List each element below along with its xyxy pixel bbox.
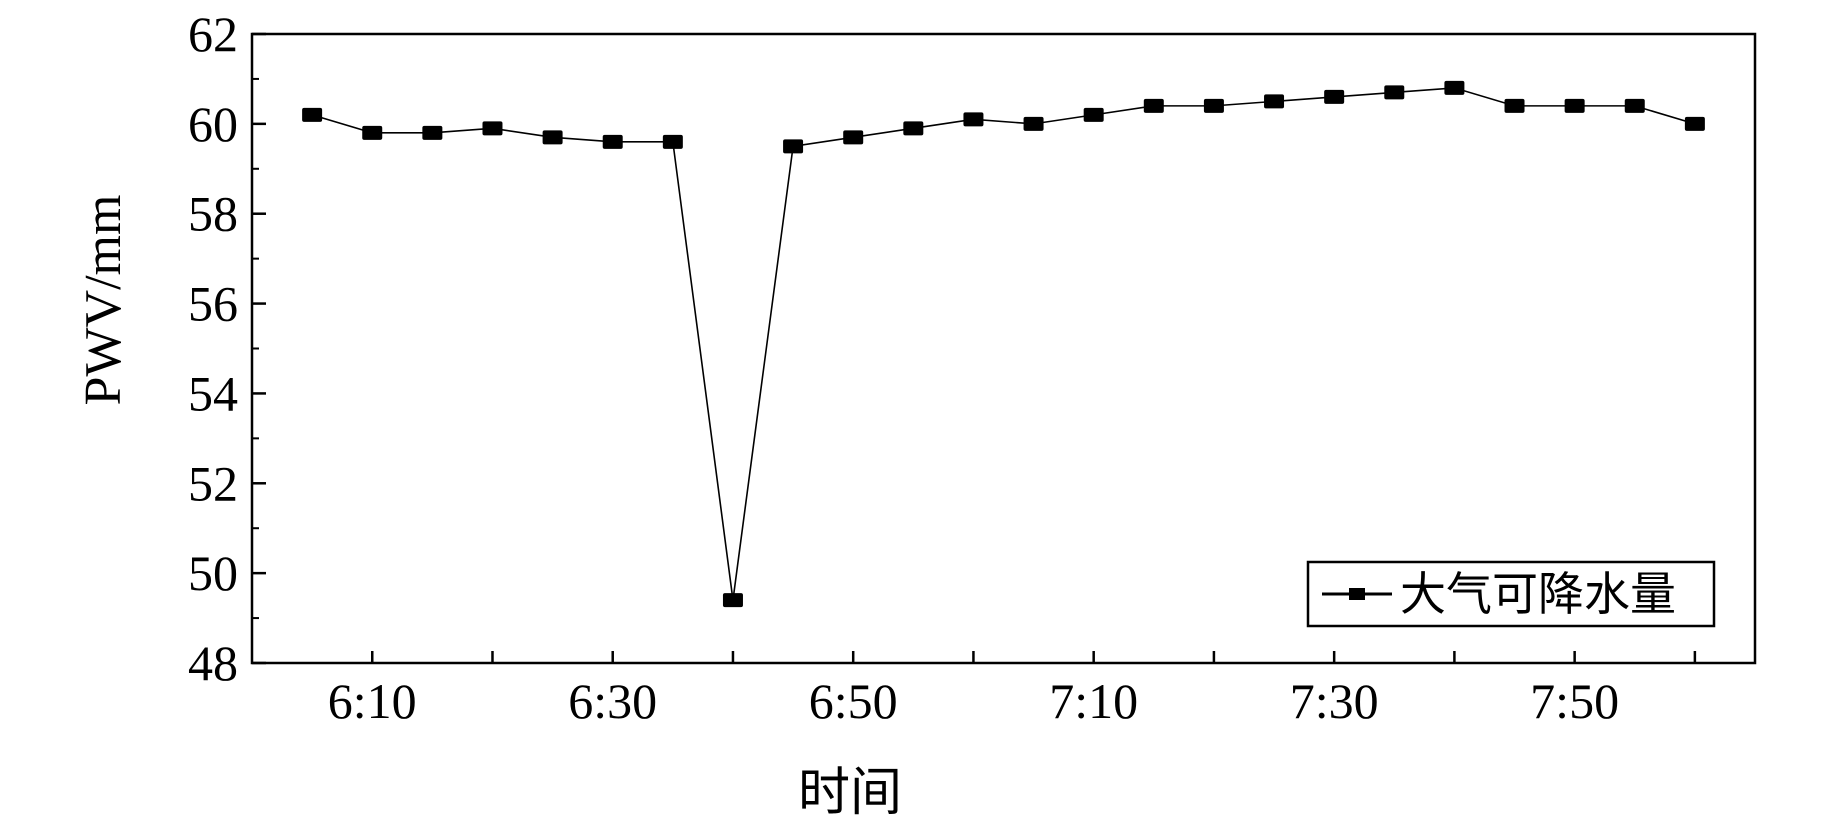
y-tick-label: 58 — [188, 186, 238, 242]
series-group — [302, 80, 1705, 608]
data-point — [963, 112, 984, 127]
y-tick-label: 52 — [188, 455, 238, 511]
data-point — [1564, 98, 1585, 113]
legend-label: 大气可降水量 — [1400, 569, 1676, 620]
data-point — [1264, 94, 1285, 109]
data-point — [843, 130, 864, 145]
y-tick-label: 56 — [188, 276, 238, 332]
y-tick-label: 48 — [188, 635, 238, 691]
data-point — [1444, 80, 1465, 95]
data-point — [482, 121, 503, 136]
data-point — [602, 134, 623, 149]
data-point — [722, 593, 743, 608]
data-point — [1324, 89, 1345, 104]
data-point — [903, 121, 924, 136]
data-point — [1684, 116, 1705, 131]
data-point — [422, 125, 443, 140]
data-point — [1203, 98, 1224, 113]
data-point — [542, 130, 563, 145]
y-axis-label: PWV/mm — [75, 195, 132, 406]
data-point — [1504, 98, 1525, 113]
y-tick-label: 54 — [188, 365, 238, 421]
x-tick-label: 7:50 — [1530, 673, 1619, 729]
data-point — [1624, 98, 1645, 113]
x-tick-label: 7:30 — [1290, 673, 1379, 729]
data-point — [1143, 98, 1164, 113]
y-tick-label: 60 — [188, 96, 238, 152]
x-tick-label: 6:10 — [328, 673, 417, 729]
data-point — [1384, 85, 1405, 100]
x-axis-label: 时间 — [798, 765, 902, 822]
x-tick-label: 6:30 — [568, 673, 657, 729]
data-point — [783, 139, 804, 154]
legend: 大气可降水量 — [1306, 560, 1716, 628]
x-tick-label: 6:50 — [809, 673, 898, 729]
data-point — [302, 107, 323, 122]
x-tick-label: 7:10 — [1049, 673, 1138, 729]
series-line — [311, 87, 1696, 601]
legend-marker — [1349, 588, 1365, 600]
y-tick-label: 50 — [188, 545, 238, 601]
data-point — [362, 125, 383, 140]
data-point — [1083, 107, 1104, 122]
data-point — [662, 134, 683, 149]
axes-group: 48 50 52 54 56 58 60 62 6:10 6:30 6:50 7:10 7:30 7:50 — [188, 6, 1757, 729]
data-point — [1023, 116, 1044, 131]
y-tick-label: 62 — [188, 6, 238, 62]
